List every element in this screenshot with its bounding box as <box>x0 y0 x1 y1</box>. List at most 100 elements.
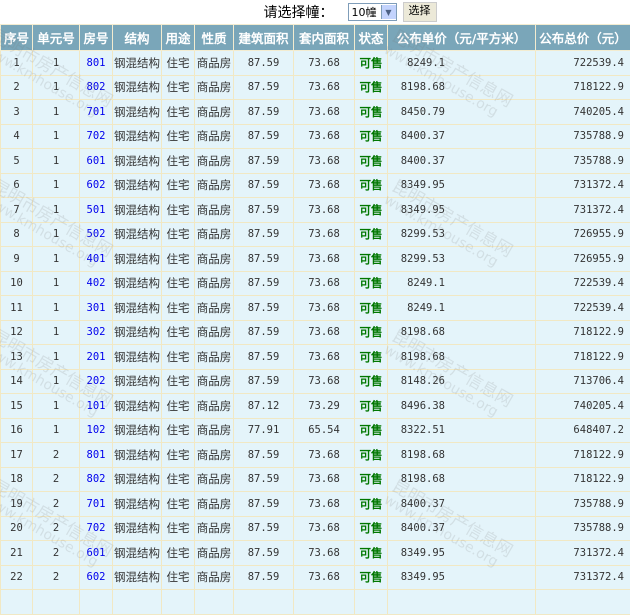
cell-room[interactable]: 601 <box>80 149 113 174</box>
cell-unit: 1 <box>33 124 80 149</box>
cell-seq: 9 <box>1 247 33 272</box>
cell-seq: 22 <box>1 565 33 590</box>
cell-unit-price: 8349.95 <box>388 198 536 223</box>
cell-room[interactable]: 501 <box>80 198 113 223</box>
cell-room[interactable]: 602 <box>80 565 113 590</box>
cell-room[interactable]: 701 <box>80 100 113 125</box>
cell-total-price: 718122.9 <box>536 467 630 492</box>
cell-total-price: 735788.9 <box>536 492 630 517</box>
cell-status: 可售 <box>355 394 388 419</box>
cell-room[interactable]: 802 <box>80 467 113 492</box>
cell-seq: 6 <box>1 173 33 198</box>
building-select-value: 10幢 <box>352 4 377 20</box>
cell-room[interactable]: 702 <box>80 516 113 541</box>
cell-seq: 11 <box>1 296 33 321</box>
cell-room[interactable]: 701 <box>80 492 113 517</box>
cell-net-area: 73.68 <box>294 369 355 394</box>
cell-nature: 商品房 <box>195 492 234 517</box>
cell-structure: 钢混结构 <box>113 296 162 321</box>
cell-gross-area: 87.59 <box>234 541 294 566</box>
cell-room[interactable]: 602 <box>80 173 113 198</box>
cell-net-area: 73.68 <box>294 247 355 272</box>
cell-structure: 钢混结构 <box>113 516 162 541</box>
cell-room[interactable]: 401 <box>80 247 113 272</box>
cell-nature: 商品房 <box>195 75 234 100</box>
cell-net-area: 73.68 <box>294 565 355 590</box>
cell-room[interactable]: 601 <box>80 541 113 566</box>
cell-room[interactable]: 101 <box>80 394 113 419</box>
cell-status: 可售 <box>355 124 388 149</box>
cell-room[interactable]: 302 <box>80 320 113 345</box>
cell-nature: 商品房 <box>195 418 234 443</box>
cell-unit-price: 8400.37 <box>388 149 536 174</box>
cell-structure: 钢混结构 <box>113 51 162 76</box>
cell-unit-price: 8349.95 <box>388 565 536 590</box>
cell-status: 可售 <box>355 492 388 517</box>
cell-room[interactable]: 202 <box>80 369 113 394</box>
cell-nature: 商品房 <box>195 198 234 223</box>
cell-unit: 1 <box>33 418 80 443</box>
cell-seq: 16 <box>1 418 33 443</box>
cell-usage: 住宅 <box>162 345 195 370</box>
cell-structure: 钢混结构 <box>113 247 162 272</box>
cell-usage: 住宅 <box>162 296 195 321</box>
cell-unit-price: 8299.53 <box>388 222 536 247</box>
cell-nature: 商品房 <box>195 222 234 247</box>
cell-structure: 钢混结构 <box>113 541 162 566</box>
cell-net-area: 73.68 <box>294 124 355 149</box>
cell-structure: 钢混结构 <box>113 149 162 174</box>
housing-table: 序号单元号房号结构用途性质建筑面积套内面积状态公布单价（元/平方米）公布总价（元… <box>0 24 630 615</box>
cell-room[interactable]: 801 <box>80 51 113 76</box>
cell-room[interactable]: 102 <box>80 418 113 443</box>
cell-total-price: 718122.9 <box>536 320 630 345</box>
select-button[interactable]: 选择 <box>403 2 437 22</box>
cell-net-area: 65.54 <box>294 418 355 443</box>
cell-structure: 钢混结构 <box>113 100 162 125</box>
cell-structure: 钢混结构 <box>113 565 162 590</box>
cell-room[interactable]: 301 <box>80 296 113 321</box>
cell-unit-price: 8249.1 <box>388 51 536 76</box>
cell-seq: 15 <box>1 394 33 419</box>
chevron-down-icon[interactable]: ▼ <box>381 5 396 19</box>
cell-unit: 2 <box>33 565 80 590</box>
cell-structure: 钢混结构 <box>113 369 162 394</box>
cell-nature: 商品房 <box>195 100 234 125</box>
cell-room[interactable]: 402 <box>80 271 113 296</box>
cell-nature: 商品房 <box>195 369 234 394</box>
cell-empty <box>536 590 630 615</box>
cell-unit: 2 <box>33 541 80 566</box>
cell-unit-price: 8400.37 <box>388 492 536 517</box>
cell-nature: 商品房 <box>195 51 234 76</box>
cell-room[interactable]: 201 <box>80 345 113 370</box>
cell-nature: 商品房 <box>195 516 234 541</box>
cell-empty <box>113 590 162 615</box>
cell-seq: 14 <box>1 369 33 394</box>
cell-gross-area: 87.59 <box>234 198 294 223</box>
cell-room[interactable]: 801 <box>80 443 113 468</box>
cell-room[interactable]: 702 <box>80 124 113 149</box>
cell-structure: 钢混结构 <box>113 443 162 468</box>
cell-total-price: 740205.4 <box>536 394 630 419</box>
cell-gross-area: 87.59 <box>234 75 294 100</box>
cell-total-price: 735788.9 <box>536 149 630 174</box>
cell-seq: 7 <box>1 198 33 223</box>
column-header-unit-price: 公布单价（元/平方米） <box>388 25 536 51</box>
cell-unit: 1 <box>33 173 80 198</box>
cell-room[interactable]: 802 <box>80 75 113 100</box>
cell-usage: 住宅 <box>162 418 195 443</box>
cell-net-area: 73.68 <box>294 467 355 492</box>
cell-net-area: 73.68 <box>294 320 355 345</box>
cell-net-area: 73.68 <box>294 222 355 247</box>
cell-unit: 1 <box>33 75 80 100</box>
cell-net-area: 73.68 <box>294 492 355 517</box>
cell-room[interactable]: 502 <box>80 222 113 247</box>
building-select[interactable]: 10幢 ▼ <box>348 3 397 21</box>
